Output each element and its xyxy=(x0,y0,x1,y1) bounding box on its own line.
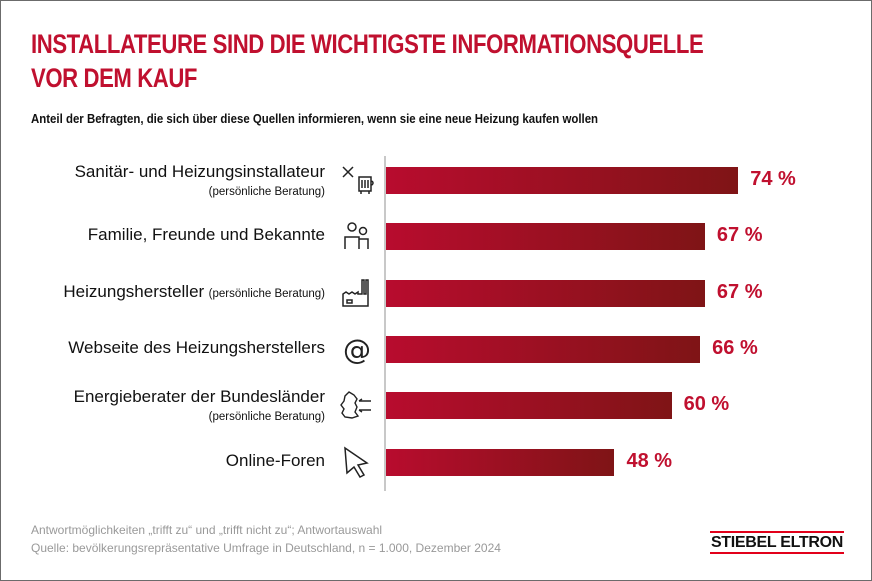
title-line-1: INSTALLATEURE SIND DIE WICHTIGSTE INFORM… xyxy=(31,29,704,59)
tools-radiator-icon xyxy=(339,163,375,197)
category-name: Webseite des Heizungsherstellers xyxy=(68,338,325,357)
category-name: Heizungshersteller xyxy=(63,282,205,301)
value-label: 67 % xyxy=(716,224,763,246)
category-note: (persönliche Beratung) xyxy=(208,186,325,198)
category-label: Webseite des Heizungsherstellers xyxy=(68,338,325,358)
footer-note: Antwortmöglichkeiten „trifft zu“ und „tr… xyxy=(31,523,383,537)
category-label: Heizungshersteller (persönliche Beratung… xyxy=(63,282,325,302)
category-label: Sanitär- und Heizungsinstallateur (persön… xyxy=(75,162,325,200)
bar xyxy=(386,336,701,363)
subtitle: Anteil der Befragten, die sich über dies… xyxy=(31,111,599,126)
category-name: Familie, Freunde und Bekannte xyxy=(87,225,325,244)
bar xyxy=(386,223,705,250)
factory-icon xyxy=(339,276,375,310)
people-icon xyxy=(339,219,375,253)
cursor-arrow-icon xyxy=(339,445,375,479)
category-name: Online-Foren xyxy=(225,451,325,470)
footer-source: Quelle: bevölkerungsrepräsentative Umfra… xyxy=(31,541,501,555)
bar xyxy=(386,392,672,419)
bar xyxy=(386,449,615,476)
category-label: Online-Foren xyxy=(226,451,325,471)
value-label: 66 % xyxy=(712,337,758,359)
bar xyxy=(386,167,739,194)
bar xyxy=(386,280,705,307)
axis-line xyxy=(384,156,386,491)
value-label: 48 % xyxy=(626,450,673,472)
value-label: 60 % xyxy=(683,393,730,415)
category-name: Energieberater der Bundesländer xyxy=(73,387,325,406)
at-sign-icon: @ xyxy=(339,332,375,366)
svg-text:@: @ xyxy=(343,333,371,366)
value-label: 67 % xyxy=(716,281,763,303)
category-label: Energieberater der Bundesländer (persönli… xyxy=(74,387,325,425)
category-name: Sanitär- und Heizungsinstallateur xyxy=(74,162,325,181)
category-note: (persönliche Beratung) xyxy=(208,411,325,423)
stiebel-eltron-logo: STIEBEL ELTRON xyxy=(710,531,844,554)
value-label: 74 % xyxy=(750,168,796,190)
category-note: (persönliche Beratung) xyxy=(208,288,325,300)
category-label: Familie, Freunde und Bekannte xyxy=(88,225,325,245)
germany-map-icon xyxy=(339,388,375,422)
title-line-2: VOR DEM KAUF xyxy=(31,63,198,93)
